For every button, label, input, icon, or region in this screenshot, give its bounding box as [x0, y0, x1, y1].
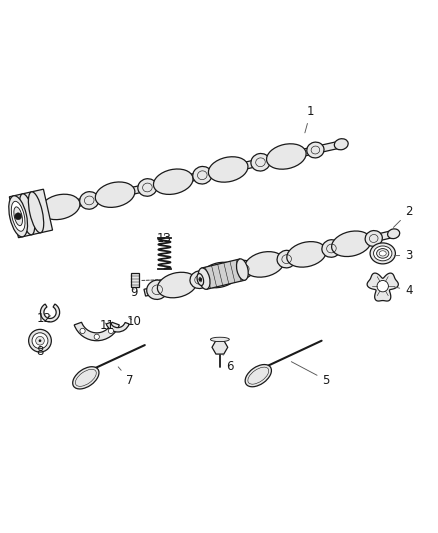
- Circle shape: [94, 334, 99, 340]
- Polygon shape: [201, 259, 245, 289]
- Ellipse shape: [147, 280, 168, 300]
- FancyBboxPatch shape: [131, 273, 139, 287]
- Ellipse shape: [370, 243, 396, 264]
- Text: 2: 2: [393, 205, 413, 228]
- Ellipse shape: [277, 251, 296, 268]
- Text: 8: 8: [36, 345, 44, 358]
- Text: 3: 3: [394, 249, 413, 262]
- Wedge shape: [74, 322, 119, 341]
- Ellipse shape: [199, 277, 201, 282]
- Wedge shape: [106, 322, 129, 332]
- Circle shape: [108, 328, 113, 334]
- Ellipse shape: [11, 201, 25, 231]
- Ellipse shape: [14, 207, 22, 225]
- Ellipse shape: [235, 260, 254, 278]
- Ellipse shape: [267, 144, 306, 169]
- Ellipse shape: [80, 192, 99, 209]
- Ellipse shape: [365, 231, 382, 246]
- Ellipse shape: [334, 139, 348, 150]
- Ellipse shape: [28, 192, 44, 233]
- Text: 1: 1: [305, 105, 314, 133]
- Polygon shape: [199, 273, 205, 286]
- Ellipse shape: [9, 196, 28, 237]
- Polygon shape: [212, 341, 228, 354]
- Polygon shape: [9, 189, 53, 238]
- Ellipse shape: [244, 252, 284, 277]
- Text: 13: 13: [157, 232, 172, 245]
- Text: 12: 12: [37, 312, 52, 325]
- Ellipse shape: [374, 246, 392, 261]
- Ellipse shape: [190, 271, 209, 288]
- Ellipse shape: [193, 166, 212, 184]
- Text: 6: 6: [223, 354, 233, 374]
- Ellipse shape: [153, 169, 193, 195]
- Ellipse shape: [157, 272, 197, 298]
- Ellipse shape: [28, 329, 51, 352]
- Polygon shape: [18, 141, 342, 220]
- Circle shape: [80, 328, 85, 334]
- Ellipse shape: [200, 262, 239, 288]
- Ellipse shape: [377, 248, 389, 258]
- Circle shape: [14, 213, 21, 220]
- Ellipse shape: [210, 337, 230, 342]
- Ellipse shape: [307, 142, 324, 158]
- Ellipse shape: [287, 241, 326, 267]
- Text: 7: 7: [118, 367, 133, 386]
- Text: 4: 4: [394, 284, 413, 297]
- Ellipse shape: [379, 251, 386, 256]
- Ellipse shape: [73, 367, 99, 389]
- Ellipse shape: [19, 194, 35, 235]
- Ellipse shape: [208, 157, 248, 182]
- Wedge shape: [40, 304, 60, 322]
- Text: 9: 9: [130, 286, 138, 299]
- Text: 11: 11: [100, 319, 115, 332]
- Ellipse shape: [332, 231, 371, 256]
- Ellipse shape: [35, 336, 44, 345]
- Text: 10: 10: [127, 314, 141, 328]
- Text: 5: 5: [291, 362, 330, 386]
- Circle shape: [198, 278, 202, 281]
- Ellipse shape: [198, 268, 210, 289]
- Ellipse shape: [95, 182, 135, 207]
- Ellipse shape: [40, 194, 80, 220]
- Polygon shape: [144, 230, 395, 296]
- Ellipse shape: [245, 365, 272, 387]
- Ellipse shape: [237, 259, 248, 280]
- Circle shape: [377, 280, 389, 292]
- Polygon shape: [367, 273, 398, 301]
- Ellipse shape: [32, 333, 48, 349]
- Ellipse shape: [138, 179, 157, 196]
- Ellipse shape: [24, 203, 45, 222]
- Ellipse shape: [322, 240, 341, 257]
- Ellipse shape: [388, 229, 400, 239]
- Ellipse shape: [251, 154, 270, 171]
- Ellipse shape: [197, 273, 204, 286]
- Circle shape: [39, 340, 41, 342]
